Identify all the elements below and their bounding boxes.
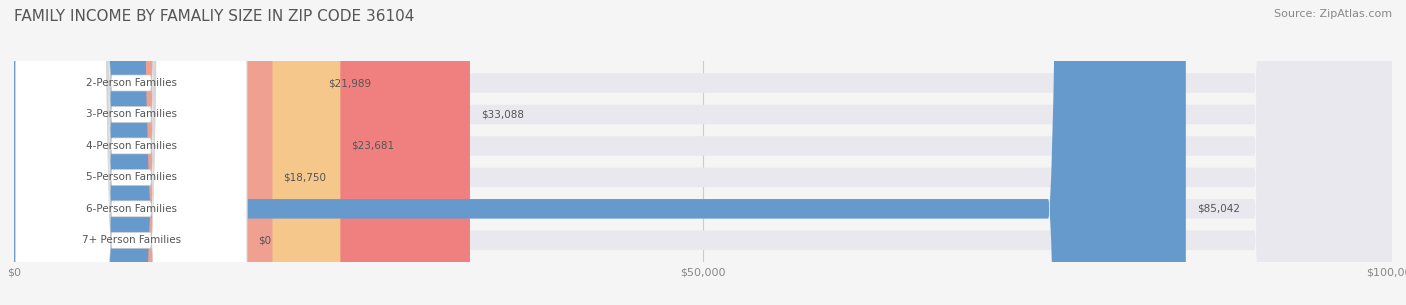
FancyBboxPatch shape xyxy=(14,0,1392,305)
FancyBboxPatch shape xyxy=(14,0,1392,305)
FancyBboxPatch shape xyxy=(14,0,1392,305)
FancyBboxPatch shape xyxy=(15,0,247,305)
Text: Source: ZipAtlas.com: Source: ZipAtlas.com xyxy=(1274,9,1392,19)
FancyBboxPatch shape xyxy=(14,0,1392,305)
FancyBboxPatch shape xyxy=(14,0,1392,305)
FancyBboxPatch shape xyxy=(15,0,247,305)
Text: 2-Person Families: 2-Person Families xyxy=(86,78,177,88)
FancyBboxPatch shape xyxy=(15,0,247,305)
Text: 5-Person Families: 5-Person Families xyxy=(86,172,177,182)
FancyBboxPatch shape xyxy=(15,0,247,305)
Text: 3-Person Families: 3-Person Families xyxy=(86,109,177,120)
Text: $23,681: $23,681 xyxy=(352,141,395,151)
Text: $21,989: $21,989 xyxy=(328,78,371,88)
FancyBboxPatch shape xyxy=(14,0,273,305)
FancyBboxPatch shape xyxy=(15,0,247,305)
FancyBboxPatch shape xyxy=(14,0,316,305)
FancyBboxPatch shape xyxy=(14,0,1392,305)
Text: 7+ Person Families: 7+ Person Families xyxy=(82,235,181,245)
FancyBboxPatch shape xyxy=(15,0,247,305)
FancyBboxPatch shape xyxy=(14,0,470,305)
Text: FAMILY INCOME BY FAMALIY SIZE IN ZIP CODE 36104: FAMILY INCOME BY FAMALIY SIZE IN ZIP COD… xyxy=(14,9,415,24)
Text: $33,088: $33,088 xyxy=(481,109,524,120)
Text: 6-Person Families: 6-Person Families xyxy=(86,204,177,214)
Text: $18,750: $18,750 xyxy=(284,172,326,182)
FancyBboxPatch shape xyxy=(14,0,340,305)
Text: $0: $0 xyxy=(257,235,271,245)
FancyBboxPatch shape xyxy=(14,0,1185,305)
Text: $85,042: $85,042 xyxy=(1197,204,1240,214)
Text: 4-Person Families: 4-Person Families xyxy=(86,141,177,151)
